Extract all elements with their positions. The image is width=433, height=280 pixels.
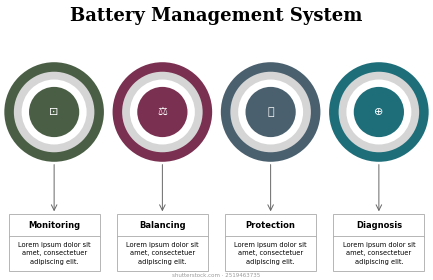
Text: ⚖: ⚖ xyxy=(157,107,168,117)
Text: shutterstock.com · 2519463735: shutterstock.com · 2519463735 xyxy=(172,273,261,278)
Ellipse shape xyxy=(246,87,296,137)
Ellipse shape xyxy=(238,80,303,144)
Ellipse shape xyxy=(339,72,419,152)
Ellipse shape xyxy=(4,62,104,162)
FancyBboxPatch shape xyxy=(117,236,208,271)
Ellipse shape xyxy=(130,80,195,144)
Text: Balancing: Balancing xyxy=(139,221,186,230)
Ellipse shape xyxy=(113,62,212,162)
Text: Lorem ipsum dolor sit
amet, consectetuer
adipiscing elit.: Lorem ipsum dolor sit amet, consectetuer… xyxy=(234,242,307,265)
Ellipse shape xyxy=(346,80,411,144)
FancyBboxPatch shape xyxy=(225,214,316,237)
FancyBboxPatch shape xyxy=(9,236,100,271)
Ellipse shape xyxy=(329,62,429,162)
Text: Lorem ipsum dolor sit
amet, consectetuer
adipiscing elit.: Lorem ipsum dolor sit amet, consectetuer… xyxy=(18,242,90,265)
Text: ⊕: ⊕ xyxy=(374,107,384,117)
Ellipse shape xyxy=(22,80,87,144)
Ellipse shape xyxy=(29,87,79,137)
Text: ⛨: ⛨ xyxy=(267,107,274,117)
Ellipse shape xyxy=(14,72,94,152)
Ellipse shape xyxy=(122,72,203,152)
FancyBboxPatch shape xyxy=(333,214,424,237)
Text: Protection: Protection xyxy=(246,221,296,230)
FancyBboxPatch shape xyxy=(225,236,316,271)
Ellipse shape xyxy=(221,62,320,162)
Text: Battery Management System: Battery Management System xyxy=(70,7,363,25)
Text: Lorem ipsum dolor sit
amet, consectetuer
adipiscing elit.: Lorem ipsum dolor sit amet, consectetuer… xyxy=(126,242,199,265)
FancyBboxPatch shape xyxy=(333,236,424,271)
Ellipse shape xyxy=(354,87,404,137)
Text: ⊡: ⊡ xyxy=(49,107,59,117)
FancyBboxPatch shape xyxy=(117,214,208,237)
Text: Lorem ipsum dolor sit
amet, consectetuer
adipiscing elit.: Lorem ipsum dolor sit amet, consectetuer… xyxy=(343,242,415,265)
Text: Diagnosis: Diagnosis xyxy=(356,221,402,230)
Text: Monitoring: Monitoring xyxy=(28,221,80,230)
Ellipse shape xyxy=(137,87,187,137)
Ellipse shape xyxy=(230,72,311,152)
FancyBboxPatch shape xyxy=(9,214,100,237)
